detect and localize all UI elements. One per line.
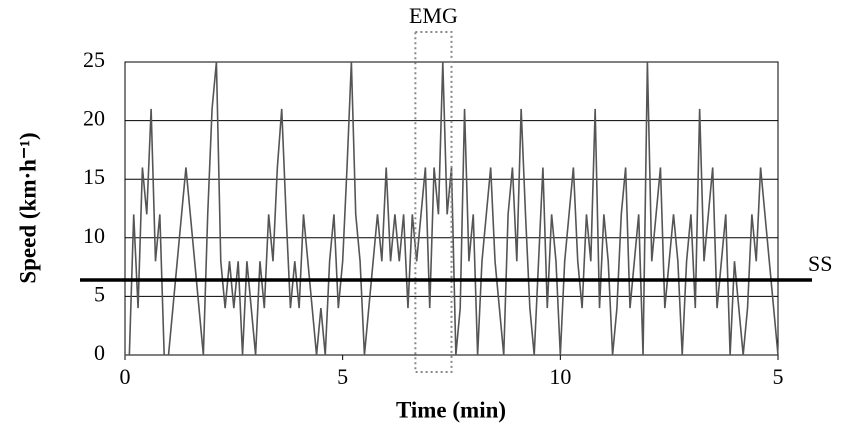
x-tick-label: 5 — [773, 364, 784, 389]
emg-window — [414, 31, 453, 373]
x-tick-label: 0 — [120, 364, 131, 389]
x-axis-title: Time (min) — [396, 397, 506, 422]
x-tick-label: 5 — [337, 364, 348, 389]
y-tick-label: 5 — [94, 281, 105, 306]
y-tick-label: 0 — [94, 340, 105, 365]
x-tick-label: 10 — [549, 364, 571, 389]
y-tick-label: 20 — [83, 106, 105, 131]
y-axis-title: Speed (km·h⁻¹) — [15, 132, 40, 283]
y-tick-label: 25 — [83, 47, 105, 72]
ss-label: SS — [808, 251, 832, 276]
y-tick-label: 15 — [83, 164, 105, 189]
emg-label: EMG — [409, 3, 458, 28]
y-tick-label: 10 — [83, 223, 105, 248]
